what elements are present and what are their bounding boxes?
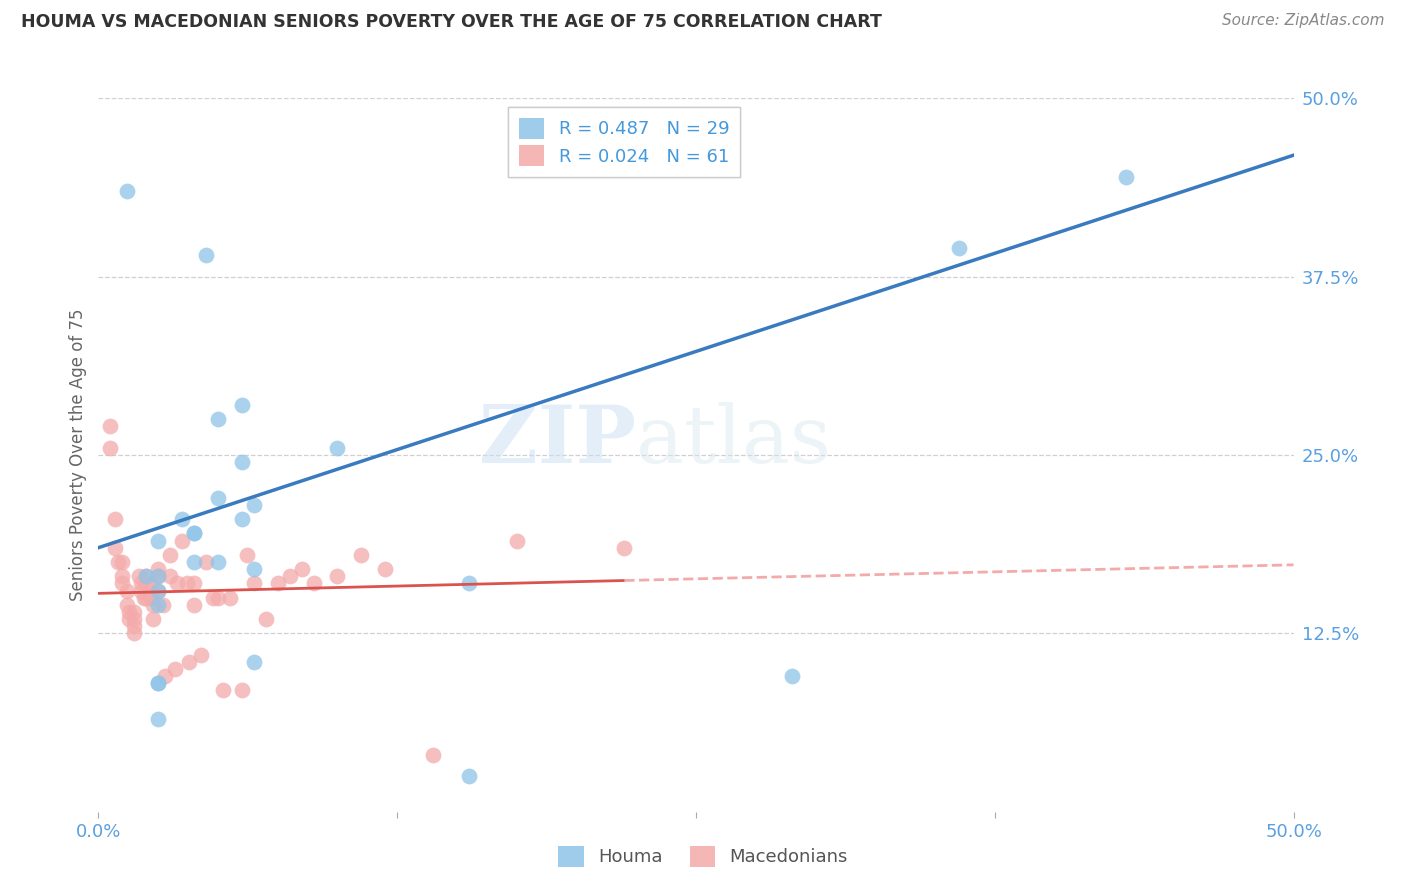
Point	[135, 569, 157, 583]
Point	[148, 533, 170, 548]
Legend: Houma, Macedonians: Houma, Macedonians	[551, 838, 855, 874]
Point	[948, 241, 970, 255]
Point	[104, 512, 127, 526]
Point	[152, 598, 174, 612]
Point	[148, 569, 170, 583]
Point	[350, 548, 373, 562]
Point	[613, 541, 636, 555]
Point	[131, 576, 153, 591]
Point	[302, 576, 325, 591]
Point	[179, 655, 201, 669]
Point	[243, 562, 266, 576]
Point	[183, 576, 205, 591]
Point	[111, 569, 134, 583]
Point	[159, 548, 181, 562]
Point	[115, 184, 138, 198]
Point	[124, 605, 146, 619]
Point	[159, 569, 181, 583]
Point	[207, 555, 229, 569]
Text: HOUMA VS MACEDONIAN SENIORS POVERTY OVER THE AGE OF 75 CORRELATION CHART: HOUMA VS MACEDONIAN SENIORS POVERTY OVER…	[21, 13, 882, 31]
Point	[148, 583, 170, 598]
Point	[176, 576, 198, 591]
Text: Source: ZipAtlas.com: Source: ZipAtlas.com	[1222, 13, 1385, 29]
Point	[219, 591, 242, 605]
Point	[326, 569, 349, 583]
Point	[291, 562, 314, 576]
Point	[148, 598, 170, 612]
Point	[231, 455, 253, 469]
Point	[207, 591, 229, 605]
Point	[254, 612, 277, 626]
Point	[190, 648, 212, 662]
Text: atlas: atlas	[637, 401, 831, 480]
Point	[148, 569, 170, 583]
Point	[148, 676, 170, 690]
Legend: R = 0.487   N = 29, R = 0.024   N = 61: R = 0.487 N = 29, R = 0.024 N = 61	[508, 107, 741, 177]
Point	[458, 576, 481, 591]
Point	[98, 419, 122, 434]
Point	[107, 555, 129, 569]
Point	[135, 569, 157, 583]
Point	[458, 769, 481, 783]
Point	[183, 526, 205, 541]
Point	[115, 583, 138, 598]
Point	[135, 576, 157, 591]
Point	[148, 583, 170, 598]
Point	[194, 555, 218, 569]
Point	[118, 605, 141, 619]
Point	[267, 576, 290, 591]
Point	[231, 683, 253, 698]
Point	[132, 591, 155, 605]
Point	[506, 533, 529, 548]
Point	[172, 512, 194, 526]
Point	[163, 662, 186, 676]
Point	[231, 398, 253, 412]
Y-axis label: Seniors Poverty Over the Age of 75: Seniors Poverty Over the Age of 75	[69, 309, 87, 601]
Point	[139, 576, 162, 591]
Point	[374, 562, 396, 576]
Point	[148, 676, 170, 690]
Point	[172, 533, 194, 548]
Point	[142, 598, 165, 612]
Point	[98, 441, 122, 455]
Point	[124, 612, 146, 626]
Point	[243, 498, 266, 512]
Point	[422, 747, 444, 762]
Point	[326, 441, 349, 455]
Point	[104, 541, 127, 555]
Text: ZIP: ZIP	[479, 401, 637, 480]
Point	[780, 669, 803, 683]
Point	[231, 512, 253, 526]
Point	[243, 576, 266, 591]
Point	[148, 562, 170, 576]
Point	[124, 626, 146, 640]
Point	[202, 591, 225, 605]
Point	[207, 491, 229, 505]
Point	[124, 619, 146, 633]
Point	[135, 591, 157, 605]
Point	[1115, 169, 1137, 184]
Point	[142, 612, 165, 626]
Point	[278, 569, 301, 583]
Point	[115, 598, 138, 612]
Point	[131, 583, 153, 598]
Point	[243, 655, 266, 669]
Point	[155, 669, 177, 683]
Point	[118, 612, 141, 626]
Point	[111, 555, 134, 569]
Point	[211, 683, 233, 698]
Point	[194, 248, 218, 262]
Point	[183, 598, 205, 612]
Point	[207, 412, 229, 426]
Point	[235, 548, 257, 562]
Point	[128, 569, 150, 583]
Point	[148, 712, 170, 726]
Point	[139, 591, 162, 605]
Point	[111, 576, 134, 591]
Point	[183, 555, 205, 569]
Point	[166, 576, 188, 591]
Point	[183, 526, 205, 541]
